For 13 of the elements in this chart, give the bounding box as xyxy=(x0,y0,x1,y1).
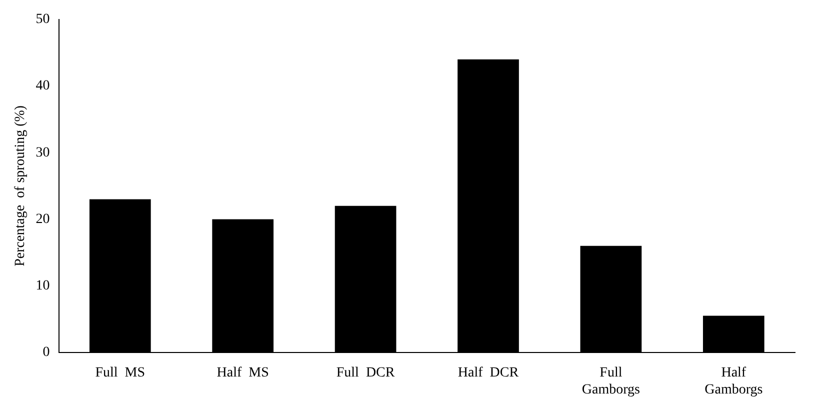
y-axis-title: Percentage of sprouting (%) xyxy=(13,105,28,266)
x-tick-label: Half Gamborgs xyxy=(704,365,763,398)
x-tick-label: Full MS xyxy=(95,365,146,380)
y-tick-label: 20 xyxy=(36,212,50,227)
x-tick-label: Half MS xyxy=(216,365,269,380)
y-tick-label: 30 xyxy=(36,145,50,160)
x-tick-label: Full Gamborgs xyxy=(582,365,640,398)
x-tick-label: Full DCR xyxy=(336,365,396,380)
y-tick-label: 0 xyxy=(42,345,50,360)
y-tick-label: 10 xyxy=(36,278,50,294)
y-tick-label: 50 xyxy=(36,12,50,28)
x-tick-label: Half DCR xyxy=(458,365,520,380)
y-tick-label: 40 xyxy=(36,78,50,94)
